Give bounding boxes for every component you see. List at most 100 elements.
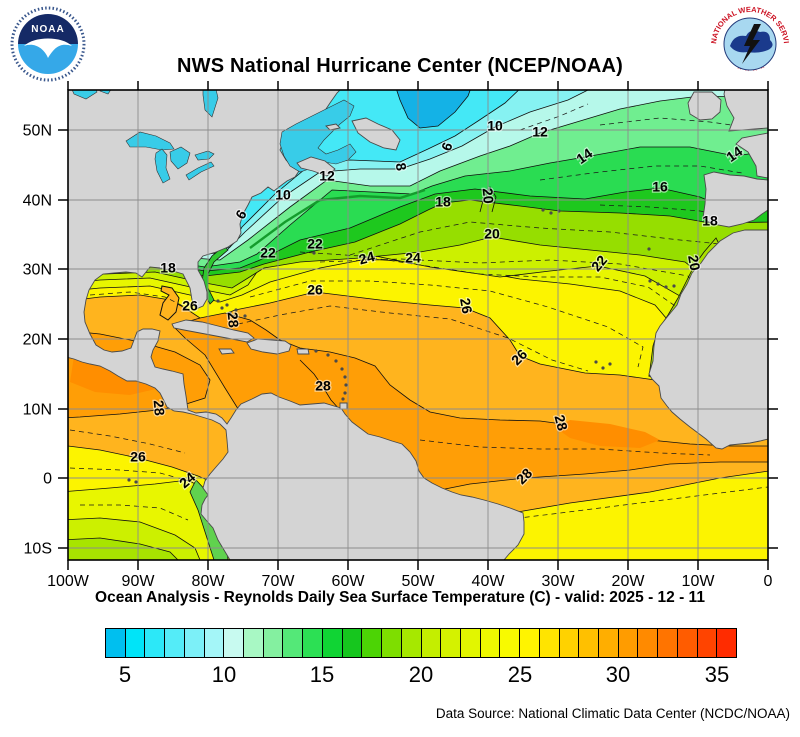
colorbar-cell: [479, 629, 500, 657]
island-dot: [656, 282, 660, 286]
contour-label-18: 18: [702, 213, 718, 229]
dashed-contour-10: [80, 504, 189, 521]
colorbar-cell: [459, 629, 480, 657]
contour-label-26: 26: [182, 298, 198, 314]
lat-label-10S: 10S: [24, 541, 52, 558]
island-dot: [664, 285, 668, 289]
contour-label-18: 18: [160, 260, 176, 276]
island-nova-scotia: [296, 156, 336, 177]
contour-label-22: 22: [307, 236, 323, 252]
data-source-note: Data Source: National Climatic Data Cent…: [435, 706, 790, 721]
land-ireland: [687, 91, 722, 121]
isoline-pac-corner-green: [68, 537, 179, 560]
isoline-pac-24-26: [68, 445, 213, 483]
contour-label-12: 12: [532, 124, 548, 140]
contour-label-10: 10: [275, 187, 291, 203]
island-puerto-rico: [296, 348, 310, 355]
contour-label-20: 20: [685, 254, 703, 272]
lon-label-60W: 60W: [332, 573, 366, 590]
lake-lake-ontario: [194, 150, 215, 161]
colorbar-label-30: 30: [605, 662, 631, 687]
lat-label-0: 0: [43, 471, 52, 488]
island-dot: [601, 366, 605, 370]
island-dot: [127, 478, 131, 482]
lon-label-90W: 90W: [122, 573, 156, 590]
land-iberia: [702, 171, 768, 228]
island-dot: [228, 311, 232, 315]
colorbar-cell: [223, 629, 244, 657]
noaa-logo-svg: NOAA: [9, 5, 87, 83]
isoline-pac-20-22: [68, 517, 201, 560]
colorbar-cell: [262, 629, 283, 657]
colorbar-cell: [243, 629, 263, 657]
sst-fill-pac-corner-green: [68, 538, 178, 560]
colorbar-cell: [321, 629, 342, 657]
colorbar-cell: [716, 629, 736, 657]
lake-gulf-st-lawrence: [279, 99, 357, 173]
colorbar-cell: [657, 629, 677, 657]
lat-label-10N: 10N: [23, 402, 52, 419]
contour-label-26: 26: [130, 449, 146, 465]
contour-label-18: 18: [435, 194, 451, 210]
lake-james-bay: [202, 90, 219, 118]
contour-label-28: 28: [552, 413, 572, 432]
colorbar-cell: [203, 629, 224, 657]
lon-label-40W: 40W: [472, 573, 506, 590]
island-hispaniola: [246, 338, 292, 355]
colorbar-cell: [144, 629, 165, 657]
contour-label-28: 28: [151, 399, 168, 416]
dashed-contour-3: [249, 280, 644, 368]
colorbar-cell: [499, 629, 520, 657]
island-cuba: [171, 319, 255, 343]
colorbar-cell: [440, 629, 460, 657]
island-dot: [243, 314, 247, 318]
colorbar-cell: [183, 629, 204, 657]
lat-label-40N: 40N: [23, 193, 52, 210]
contour-label-12: 12: [319, 168, 335, 184]
page-title: NWS National Hurricane Center (NCEP/NOAA…: [176, 55, 624, 77]
dashed-contour-8: [69, 429, 186, 454]
island-dot: [340, 367, 344, 371]
colorbar-label-10: 10: [211, 662, 237, 687]
lat-label-30N: 30N: [23, 262, 52, 279]
island-dot: [314, 349, 318, 353]
isoline-iso-12: [68, 95, 768, 262]
noaa-seagull-icon: [24, 38, 72, 58]
isoline-front-emphasis: [249, 188, 426, 249]
colorbar-label-25: 25: [507, 662, 533, 687]
lon-label-100W: 100W: [47, 573, 90, 590]
lon-label-50W: 50W: [402, 573, 436, 590]
lake-lake-huron: [169, 146, 191, 170]
island-dot: [647, 247, 651, 251]
lon-label-80W: 80W: [192, 573, 226, 590]
colorbar-cell: [637, 629, 658, 657]
land-france: [735, 132, 768, 179]
lon-label-20W: 20W: [612, 573, 646, 590]
colorbar-label-15: 15: [309, 662, 335, 687]
lake-lake-michigan: [154, 148, 171, 184]
contour-label-20: 20: [484, 226, 500, 242]
colorbar-label-5: 5: [118, 662, 132, 687]
analysis-caption: Ocean Analysis - Reynolds Daily Sea Surf…: [95, 589, 705, 606]
sst-fill-warm-spot-eq: [556, 420, 660, 448]
island-dot: [216, 299, 220, 303]
colorbar-tick-labels: 5 10 15 20 25 30 35: [0, 662, 800, 688]
island-dot: [343, 375, 347, 379]
island-dot: [344, 383, 348, 387]
island-dot: [225, 303, 229, 307]
colorbar-cell: [676, 629, 697, 657]
dashed-contour-5: [237, 305, 589, 372]
colorbar-cell: [302, 629, 322, 657]
sst-fill-gulf-loop-eddy: [160, 286, 179, 320]
noaa-ring-text-icon: [10, 6, 86, 82]
colorbar-cell: [420, 629, 441, 657]
island-dot: [134, 480, 138, 484]
colorbar-label-20: 20: [408, 662, 434, 687]
lat-label-20N: 20N: [23, 332, 52, 349]
colorbar-label-35: 35: [704, 662, 730, 687]
contour-label-24: 24: [405, 250, 421, 266]
dashed-contour-0: [349, 221, 768, 256]
svg-text:NOAA: NOAA: [31, 24, 64, 35]
